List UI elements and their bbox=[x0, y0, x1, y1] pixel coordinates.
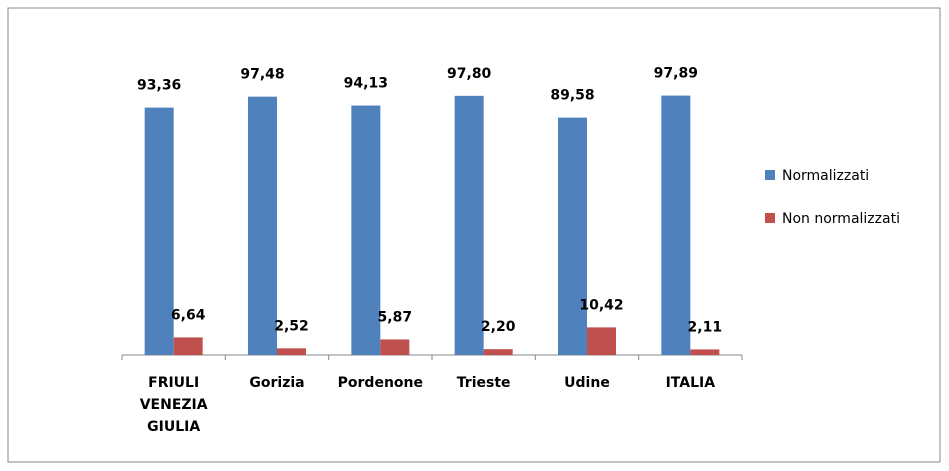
value-label: 5,87 bbox=[378, 309, 413, 325]
x-tick-label: FRIULI VENEZIA GIULIA bbox=[139, 375, 208, 435]
bar bbox=[380, 339, 410, 355]
legend-label: Non normalizzati bbox=[782, 211, 900, 227]
bar bbox=[277, 348, 306, 355]
x-tick-label: Udine bbox=[564, 375, 610, 391]
legend-label: Normalizzati bbox=[782, 168, 869, 184]
bar bbox=[351, 105, 381, 355]
value-label: 6,64 bbox=[171, 307, 206, 323]
legend-swatch bbox=[765, 170, 775, 180]
value-label: 10,42 bbox=[579, 297, 623, 313]
value-label: 97,80 bbox=[447, 66, 492, 82]
value-label: 97,48 bbox=[240, 67, 284, 83]
value-label: 94,13 bbox=[344, 76, 388, 92]
bar bbox=[454, 95, 484, 355]
bar bbox=[558, 117, 587, 355]
bar bbox=[483, 349, 513, 355]
x-tick-label: Gorizia bbox=[249, 375, 305, 391]
value-label: 97,89 bbox=[654, 66, 698, 82]
bar bbox=[661, 95, 691, 356]
bar bbox=[173, 337, 203, 355]
value-label: 2,11 bbox=[688, 319, 723, 335]
bar bbox=[690, 349, 720, 355]
value-label: 2,52 bbox=[274, 318, 309, 334]
x-tick-label: Trieste bbox=[456, 375, 511, 391]
bar bbox=[144, 107, 174, 355]
bar bbox=[248, 96, 277, 355]
value-label: 93,36 bbox=[137, 78, 181, 94]
bar bbox=[587, 327, 616, 355]
legend-swatch bbox=[765, 213, 775, 223]
x-tick-label: ITALIA bbox=[665, 375, 716, 391]
x-tick-label: Pordenone bbox=[337, 375, 423, 391]
value-label: 89,58 bbox=[550, 88, 594, 104]
value-label: 2,20 bbox=[481, 319, 516, 335]
